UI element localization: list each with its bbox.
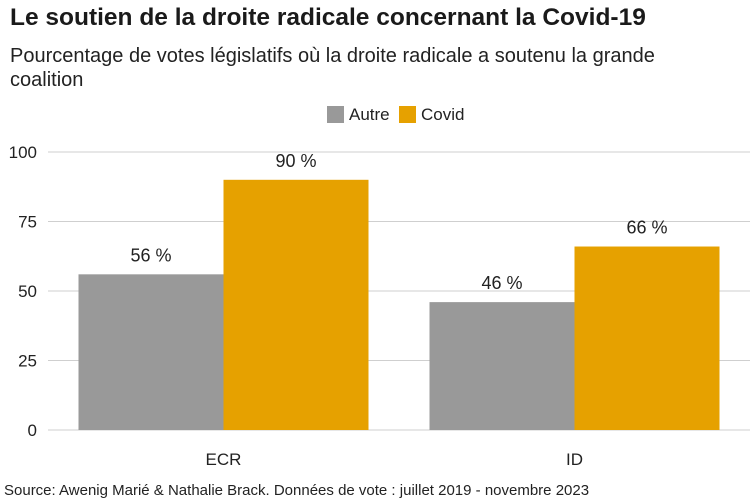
data-label: 66 %: [626, 218, 667, 238]
bar-autre-ecr: [78, 274, 224, 430]
category-label: ECR: [206, 450, 242, 469]
chart-title: Le soutien de la droite radicale concern…: [10, 4, 646, 31]
legend-swatch-covid: [399, 106, 416, 123]
y-tick-label: 0: [28, 421, 37, 440]
category-label: ID: [566, 450, 583, 469]
y-tick-label: 50: [18, 282, 37, 301]
data-label: 90 %: [275, 151, 316, 171]
data-labels: 56 % 90 % 46 % 66 %: [130, 151, 667, 293]
bar-covid-id: [574, 246, 720, 430]
chart-subtitle: Pourcentage de votes législatifs où la d…: [10, 45, 655, 91]
legend-label: Autre: [349, 105, 390, 124]
bars: [78, 179, 720, 430]
y-tick-label: 75: [18, 213, 37, 232]
legend-label: Covid: [421, 105, 464, 124]
source-note: Source: Awenig Marié & Nathalie Brack. D…: [4, 482, 590, 499]
bar-covid-ecr: [223, 179, 369, 430]
category-labels: ECR ID: [206, 450, 583, 469]
legend-swatch-autre: [327, 106, 344, 123]
data-label: 46 %: [481, 273, 522, 293]
bar-autre-id: [429, 302, 575, 430]
y-tick-label: 25: [18, 352, 37, 371]
y-tick-label: 100: [9, 143, 37, 162]
legend: Autre Covid: [327, 105, 464, 124]
data-label: 56 %: [130, 245, 171, 265]
y-axis-ticks: 0 25 50 75 100: [9, 143, 37, 440]
